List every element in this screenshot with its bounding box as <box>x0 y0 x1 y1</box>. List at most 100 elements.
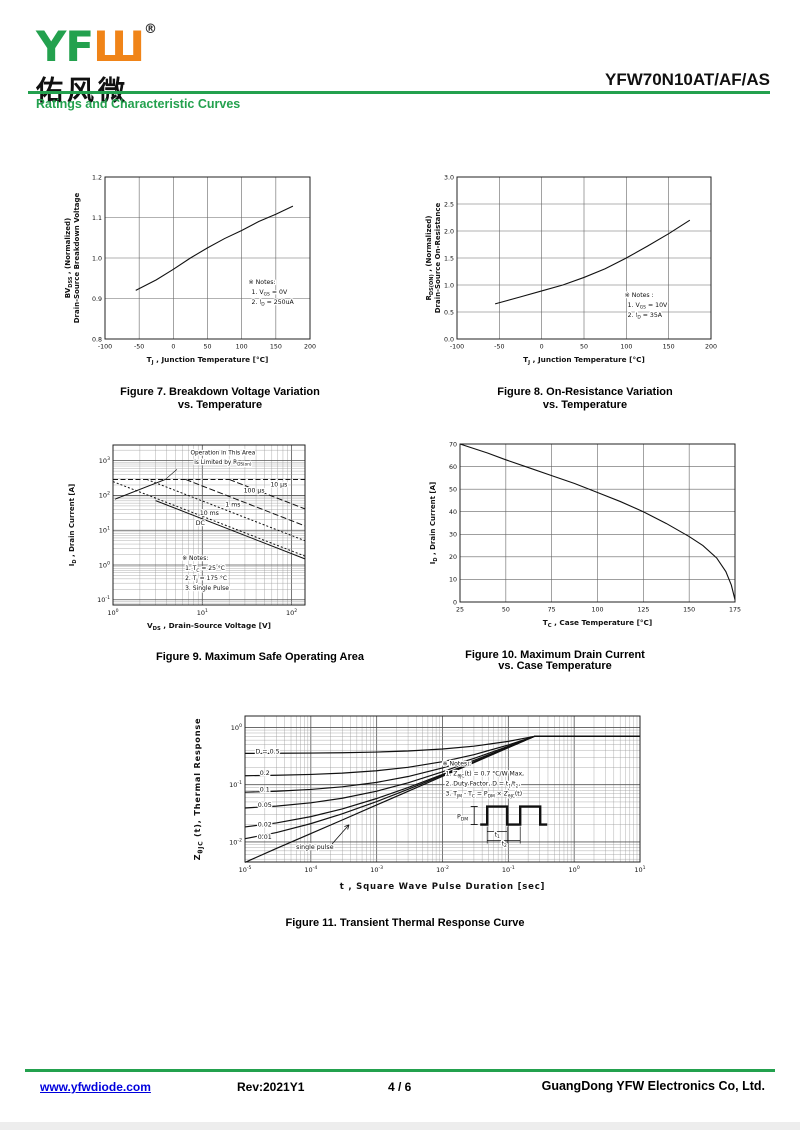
svg-text:100: 100 <box>236 344 248 351</box>
svg-text:Drain-Source On-Resistance: Drain-Source On-Resistance <box>434 202 442 313</box>
svg-text:100: 100 <box>620 344 632 351</box>
svg-text:2.0: 2.0 <box>444 228 454 235</box>
svg-text:TJ , Junction Temperature [°C]: TJ , Junction Temperature [°C] <box>523 355 645 366</box>
svg-text:0.8: 0.8 <box>92 336 102 343</box>
svg-text:0: 0 <box>453 599 457 606</box>
registered-trademark-icon: ® <box>144 22 157 37</box>
svg-text:0.1: 0.1 <box>260 786 270 793</box>
logo-text-yf: YF <box>36 22 94 71</box>
svg-text:100: 100 <box>99 560 110 569</box>
svg-text:20: 20 <box>449 554 457 561</box>
figure10-drain-current-chart: 25 50 75 100 125 150 175 0 10 20 30 40 50 60 70 TC , Ca… <box>423 430 745 635</box>
svg-text:102: 102 <box>99 491 110 500</box>
svg-text:2. TJ = 175 °C: 2. TJ = 175 °C <box>185 575 227 584</box>
figure10-caption: Figure 10. Maximum Drain Current vs. Cas… <box>465 649 645 672</box>
figure11-thermal-response-chart: 10-5 10-4 10-3 10-2 10-1 100 101 10-2 10-1 100 t ,… <box>160 700 660 915</box>
svg-text:0: 0 <box>540 344 544 351</box>
svg-text:40: 40 <box>449 509 457 516</box>
svg-text:1.2: 1.2 <box>92 174 102 181</box>
revision-label: Rev:2021Y1 <box>237 1080 305 1094</box>
svg-text:100: 100 <box>569 865 580 874</box>
svg-text:200: 200 <box>304 344 316 351</box>
svg-text:0.2: 0.2 <box>260 770 270 777</box>
svg-text:1. TC = 25 °C: 1. TC = 25 °C <box>185 565 225 574</box>
figure8-caption: Figure 8. On-Resistance Variation vs. Te… <box>497 386 673 411</box>
svg-text:t1: t1 <box>495 832 500 841</box>
svg-text:ZθJC (t), Thermal Response: ZθJC (t), Thermal Response <box>192 718 204 861</box>
svg-text:60: 60 <box>449 464 457 471</box>
svg-text:10: 10 <box>449 577 457 584</box>
svg-text:150: 150 <box>663 344 675 351</box>
svg-text:50: 50 <box>449 486 457 493</box>
figure9-soa-chart: 100 101 102 10-1 100 101 102 103 VDS , Drain-Sou… <box>60 432 375 637</box>
logo-w-mark: Ш <box>93 22 145 71</box>
svg-text:10 ms: 10 ms <box>200 510 219 517</box>
svg-text:30: 30 <box>449 532 457 539</box>
figure7-breakdown-voltage-chart: -100 -50 0 50 100 150 200 0.8 0.9 1.0 1.1 1.2 TJ , J… <box>60 163 375 383</box>
svg-text:t , Square Wave Pulse Duration: t , Square Wave Pulse Duration [sec] <box>340 882 545 892</box>
header-divider <box>28 91 770 94</box>
svg-text:ID , Drain Current [A]: ID , Drain Current [A] <box>68 484 78 567</box>
svg-text:BVDSS , (Normalized): BVDSS , (Normalized) <box>64 218 74 298</box>
figure7-caption: Figure 7. Breakdown Voltage Variation vs… <box>120 386 320 411</box>
svg-text:-50: -50 <box>134 344 144 351</box>
footer-divider <box>25 1069 775 1072</box>
svg-text:102: 102 <box>286 608 297 617</box>
logo-wordmark: YFШ® <box>36 8 157 69</box>
website-link[interactable]: www.yfwdiode.com <box>40 1080 151 1094</box>
svg-text:Drain-Source Breakdown Voltage: Drain-Source Breakdown Voltage <box>73 192 81 323</box>
svg-text:0.02: 0.02 <box>258 821 272 828</box>
svg-text:VDS , Drain-Source Voltage [V]: VDS , Drain-Source Voltage [V] <box>147 621 271 632</box>
svg-text:125: 125 <box>637 607 649 614</box>
svg-text:101: 101 <box>197 608 208 617</box>
svg-text:single pulse: single pulse <box>296 844 334 851</box>
svg-text:1.0: 1.0 <box>444 282 454 289</box>
svg-text:3. Single Pulse: 3. Single Pulse <box>185 585 229 592</box>
svg-text:25: 25 <box>456 607 464 614</box>
svg-text:1 ms: 1 ms <box>225 502 240 509</box>
svg-text:PDM: PDM <box>457 814 468 823</box>
svg-text:1. ZθJC(t) = 0.7 °C/W Max,: 1. ZθJC(t) = 0.7 °C/W Max, <box>446 770 525 780</box>
svg-text:1. VGS = 0V: 1. VGS = 0V <box>252 289 288 298</box>
svg-text:70: 70 <box>449 441 457 448</box>
svg-text:2. ID = 250uA: 2. ID = 250uA <box>252 299 295 308</box>
svg-text:※ Notes:: ※ Notes: <box>182 555 208 562</box>
svg-text:75: 75 <box>548 607 556 614</box>
svg-text:101: 101 <box>634 865 645 874</box>
svg-text:※ Notes :: ※ Notes : <box>625 292 654 299</box>
svg-text:3.0: 3.0 <box>444 174 454 181</box>
svg-text:2. ID = 35A: 2. ID = 35A <box>628 312 663 321</box>
figure8-on-resistance-chart: -100 -50 0 50 100 150 200 0.0 0.5 1.0 1.5 2.0 2.5 3.0… <box>423 163 741 383</box>
scan-edge-strip <box>0 1122 800 1130</box>
svg-text:2. Duty Factor, D = t1/t2,: 2. Duty Factor, D = t1/t2, <box>446 781 521 790</box>
part-number: YFW70N10AT/AF/AS <box>605 70 770 89</box>
svg-text:RDS(ON) , (Normalized): RDS(ON) , (Normalized) <box>425 216 435 301</box>
svg-text:2.5: 2.5 <box>444 201 454 208</box>
svg-text:100: 100 <box>591 607 603 614</box>
svg-text:0.5: 0.5 <box>444 309 454 316</box>
svg-text:3. TJM - TC = PDM × ZθJC(t): 3. TJM - TC = PDM × ZθJC(t) <box>446 791 523 800</box>
svg-text:0.05: 0.05 <box>258 802 272 809</box>
svg-text:is Limited by RDS(on): is Limited by RDS(on) <box>194 460 252 467</box>
svg-text:-100: -100 <box>450 344 464 351</box>
svg-text:-50: -50 <box>494 344 504 351</box>
svg-text:1.0: 1.0 <box>92 255 102 262</box>
svg-text:100: 100 <box>231 723 242 732</box>
svg-text:1.1: 1.1 <box>92 215 102 222</box>
svg-text:Operation in This Area: Operation in This Area <box>190 451 255 457</box>
svg-text:175: 175 <box>729 607 741 614</box>
svg-text:TJ , Junction Temperature [°C]: TJ , Junction Temperature [°C] <box>147 355 269 366</box>
svg-text:1. VGS = 10V: 1. VGS = 10V <box>628 302 668 311</box>
svg-text:50: 50 <box>580 344 588 351</box>
svg-text:200: 200 <box>705 344 717 351</box>
svg-text:DC: DC <box>196 520 205 527</box>
svg-text:ID , Drain Current [A]: ID , Drain Current [A] <box>429 482 439 565</box>
page-number: 4 / 6 <box>388 1080 412 1094</box>
svg-text:10-2: 10-2 <box>229 837 242 846</box>
svg-text:0.0: 0.0 <box>444 336 454 343</box>
svg-text:10 μs: 10 μs <box>270 482 287 489</box>
svg-text:101: 101 <box>99 526 110 535</box>
svg-text:150: 150 <box>270 344 282 351</box>
svg-text:D = 0.5: D = 0.5 <box>255 749 279 756</box>
